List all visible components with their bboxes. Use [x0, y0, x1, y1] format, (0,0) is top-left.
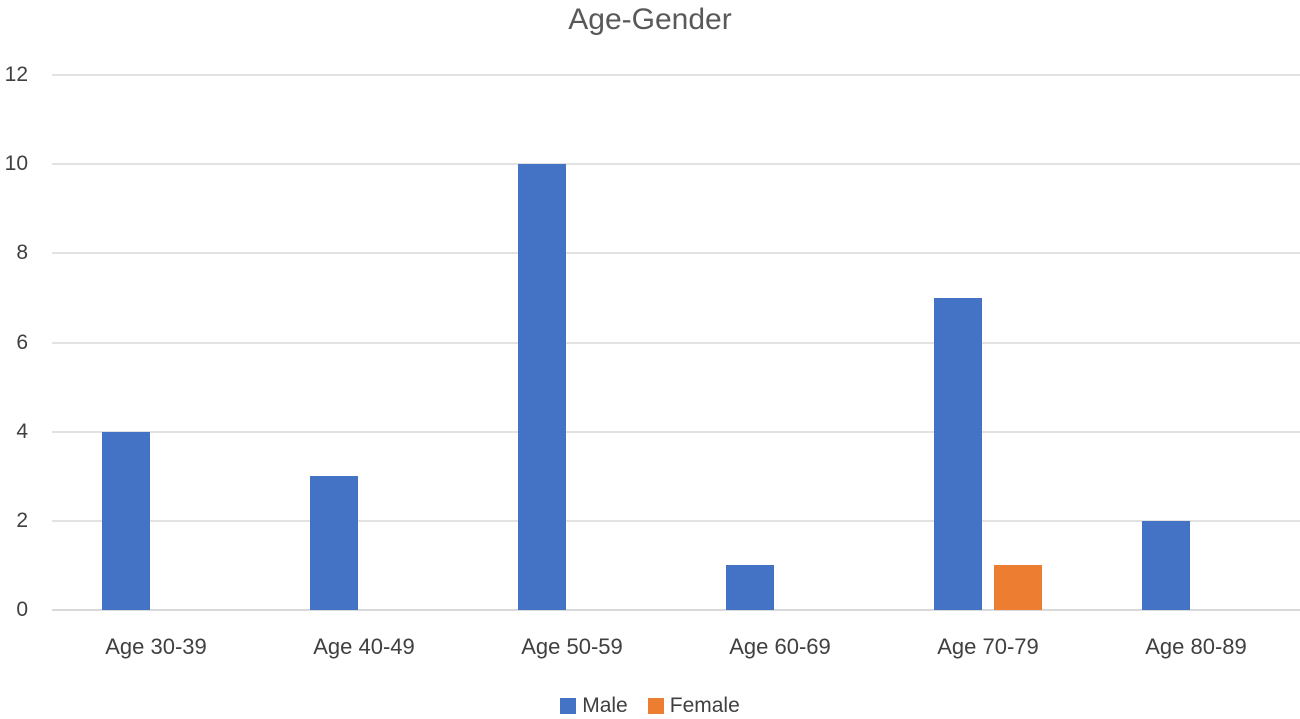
- x-category-label: Age 60-69: [729, 634, 831, 659]
- female-legend-swatch-icon: [647, 698, 664, 714]
- x-category-label: Age 80-89: [1145, 634, 1247, 659]
- legend-label: Female: [669, 694, 740, 717]
- gridline: [52, 74, 1300, 76]
- y-tick-label: 12: [4, 63, 28, 86]
- x-axis-line: [52, 609, 1300, 611]
- gridline: [52, 519, 1300, 522]
- chart-title: Age-Gender: [568, 3, 732, 36]
- legend-label: Male: [582, 694, 628, 717]
- male-bar: [726, 565, 774, 610]
- male-bar: [934, 297, 982, 610]
- gridline: [52, 430, 1300, 433]
- male-bar: [518, 164, 566, 610]
- gridline: [52, 252, 1300, 255]
- legend: Male Female: [0, 694, 1300, 718]
- male-bar: [310, 476, 358, 610]
- male-bar: [1142, 520, 1190, 610]
- legend-item-female: Female: [647, 694, 740, 718]
- y-tick-label: 0: [16, 598, 28, 621]
- male-bar: [102, 431, 150, 610]
- legend-item-male: Male: [560, 694, 628, 718]
- y-tick-label: 2: [16, 508, 28, 532]
- gridline: [52, 163, 1300, 166]
- gridline: [52, 341, 1300, 344]
- female-bar: [994, 565, 1042, 610]
- x-category-label: Age 50-59: [521, 634, 623, 659]
- y-tick-label: 6: [16, 330, 28, 354]
- x-category-label: Age 40-49: [313, 634, 415, 659]
- x-category-label: Age 70-79: [937, 634, 1039, 659]
- y-tick-label: 4: [16, 419, 28, 443]
- x-category-label: Age 30-39: [105, 634, 207, 659]
- y-tick-label: 10: [4, 152, 28, 176]
- y-tick-label: 8: [16, 241, 28, 265]
- male-legend-swatch-icon: [560, 698, 577, 714]
